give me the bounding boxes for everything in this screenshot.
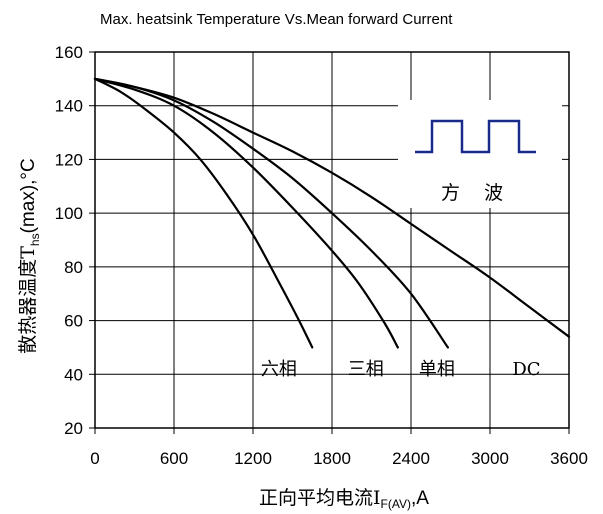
x-tick-label: 3000 — [471, 449, 509, 468]
series-label: 六相 — [261, 359, 297, 380]
square-wave-icon — [415, 119, 536, 154]
y-axis-label-main: 散热器温度T — [17, 246, 39, 354]
y-axis-label-sub: hs — [28, 233, 42, 246]
x-tick-label: 600 — [160, 449, 188, 468]
y-axis-label-rest: (max),°C — [18, 158, 39, 233]
y-axis-ticks: 20 40 60 80 100 120 140 160 — [55, 43, 95, 438]
series-label: 单相 — [419, 359, 455, 380]
series-labels: 六相 三相 单相 DC — [261, 359, 541, 380]
x-tick-label: 0 — [90, 449, 99, 468]
inset-background — [398, 100, 562, 208]
inset-label: 方 波 — [441, 182, 503, 204]
x-tick-label: 3600 — [550, 449, 588, 468]
y-tick-label: 100 — [55, 204, 83, 223]
x-axis-label: 正向平均电流IF(AV),A — [259, 487, 429, 511]
y-tick-label: 40 — [64, 365, 83, 384]
series-label: DC — [512, 359, 540, 380]
x-axis-label-sub: F(AV) — [381, 497, 411, 511]
series-line-2 — [93, 77, 399, 349]
y-tick-label: 140 — [55, 97, 83, 116]
x-tick-label: 1800 — [313, 449, 351, 468]
x-axis-ticks: 0 600 1200 1800 2400 3000 3600 — [90, 428, 588, 468]
series-line-1 — [93, 77, 314, 349]
chart-title: Max. heatsink Temperature Vs.Mean forwar… — [100, 11, 453, 28]
x-axis-label-rest: ,A — [411, 488, 429, 509]
series-line-4 — [93, 77, 571, 338]
series-label: 三相 — [348, 359, 384, 380]
square-wave-inset: 方 波 — [398, 100, 562, 208]
y-tick-label: 20 — [64, 419, 83, 438]
x-tick-label: 2400 — [392, 449, 430, 468]
y-tick-label: 160 — [55, 43, 83, 62]
x-tick-label: 1200 — [234, 449, 272, 468]
y-tick-label: 60 — [64, 312, 83, 331]
x-axis-label-main: 正向平均电流I — [259, 487, 381, 509]
series-group — [93, 77, 571, 349]
y-tick-label: 120 — [55, 150, 83, 169]
y-axis-label: 散热器温度Ths(max),°C — [17, 158, 42, 354]
y-tick-label: 80 — [64, 258, 83, 277]
